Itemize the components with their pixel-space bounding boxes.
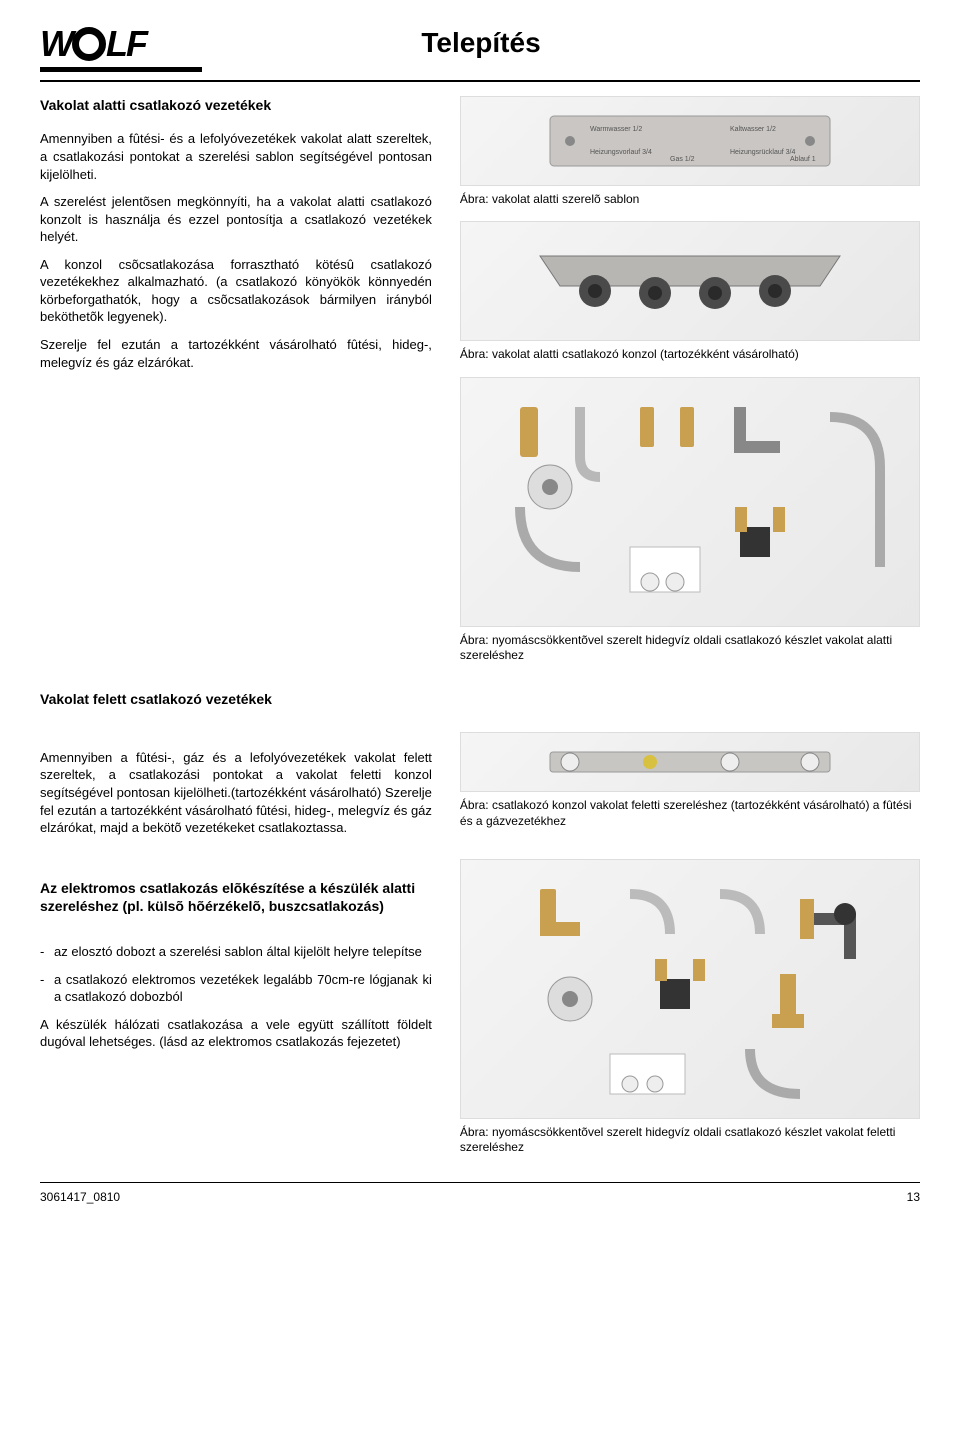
bracket-icon <box>510 231 870 331</box>
svg-text:Ablauf 1: Ablauf 1 <box>790 156 816 163</box>
col-left-3: Az elektromos csatlakozás elõkészítése a… <box>40 859 432 1170</box>
figure-template: Warmwasser 1/2 Kaltwasser 1/2 Heizungsvo… <box>460 96 920 186</box>
row-section-3: Az elektromos csatlakozás elõkészítése a… <box>40 859 920 1170</box>
svg-text:Heizungsrücklauf 3/4: Heizungsrücklauf 3/4 <box>730 149 795 156</box>
para-s2-1: Amennyiben a fûtési-, gáz és a lefolyóve… <box>40 749 432 837</box>
svg-text:Heizungsvorlauf 3/4: Heizungsvorlauf 3/4 <box>590 149 652 156</box>
svg-text:Kaltwasser 1/2: Kaltwasser 1/2 <box>730 126 776 133</box>
col-right-1: Warmwasser 1/2 Kaltwasser 1/2 Heizungsvo… <box>460 96 920 678</box>
col-right-2: Ábra: csatlakozó konzol vakolat feletti … <box>460 690 920 847</box>
heading-vakolat-felett: Vakolat felett csatlakozó vezetékek <box>40 690 432 709</box>
caption-4: Ábra: csatlakozó konzol vakolat feletti … <box>460 798 920 829</box>
figure-parts-kit-1 <box>460 377 920 627</box>
para-s1-4: Szerelje fel ezután a tartozékként vásár… <box>40 336 432 371</box>
figure-parts-kit-2 <box>460 859 920 1119</box>
caption-3: Ábra: nyomáscsökkentõvel szerelt hidegví… <box>460 633 920 664</box>
bullet-s3-2: a csatlakozó elektromos vezetékek legalá… <box>40 971 432 1006</box>
page-title: Telepítés <box>42 24 920 62</box>
parts-kit-1-icon <box>480 387 900 617</box>
bullet-list-s3: az elosztó dobozt a szerelési sablon ált… <box>40 943 432 1006</box>
caption-2: Ábra: vakolat alatti csatlakozó konzol (… <box>460 347 920 363</box>
para-s1-2: A szerelést jelentõsen megkönnyíti, ha a… <box>40 193 432 246</box>
row-section-1: Vakolat alatti csatlakozó vezetékek Amen… <box>40 96 920 678</box>
svg-text:Warmwasser 1/2: Warmwasser 1/2 <box>590 126 642 133</box>
figure-bracket <box>460 221 920 341</box>
col-left-2: Vakolat felett csatlakozó vezetékek Amen… <box>40 690 432 847</box>
header: W LF Telepítés <box>40 20 920 72</box>
caption-1: Ábra: vakolat alatti szerelõ sablon <box>460 192 920 208</box>
footer-pagenum: 13 <box>907 1189 920 1205</box>
heading-elektromos: Az elektromos csatlakozás elõkészítése a… <box>40 879 432 915</box>
parts-kit-2-icon <box>480 869 900 1109</box>
para-s3-1: A készülék hálózati csatlakozása a vele … <box>40 1016 432 1051</box>
figure-konzol-2 <box>460 732 920 792</box>
bullet-s3-1: az elosztó dobozt a szerelési sablon ált… <box>40 943 432 961</box>
col-left-1: Vakolat alatti csatlakozó vezetékek Amen… <box>40 96 432 678</box>
row-section-2: Vakolat felett csatlakozó vezetékek Amen… <box>40 690 920 847</box>
header-divider <box>40 80 920 82</box>
footer-docid: 3061417_0810 <box>40 1189 120 1205</box>
konzol-2-icon <box>510 737 870 787</box>
heading-vakolat-alatti: Vakolat alatti csatlakozó vezetékek <box>40 96 432 115</box>
caption-5: Ábra: nyomáscsökkentõvel szerelt hidegví… <box>460 1125 920 1156</box>
para-s1-1: Amennyiben a fûtési- és a lefolyóvezeték… <box>40 130 432 183</box>
page-footer: 3061417_0810 13 <box>40 1182 920 1205</box>
para-s1-3: A konzol csõcsatlakozása forrasztható kö… <box>40 256 432 326</box>
template-icon: Warmwasser 1/2 Kaltwasser 1/2 Heizungsvo… <box>520 106 860 176</box>
svg-text:Gas 1/2: Gas 1/2 <box>670 156 695 163</box>
col-right-3: Ábra: nyomáscsökkentõvel szerelt hidegví… <box>460 859 920 1170</box>
